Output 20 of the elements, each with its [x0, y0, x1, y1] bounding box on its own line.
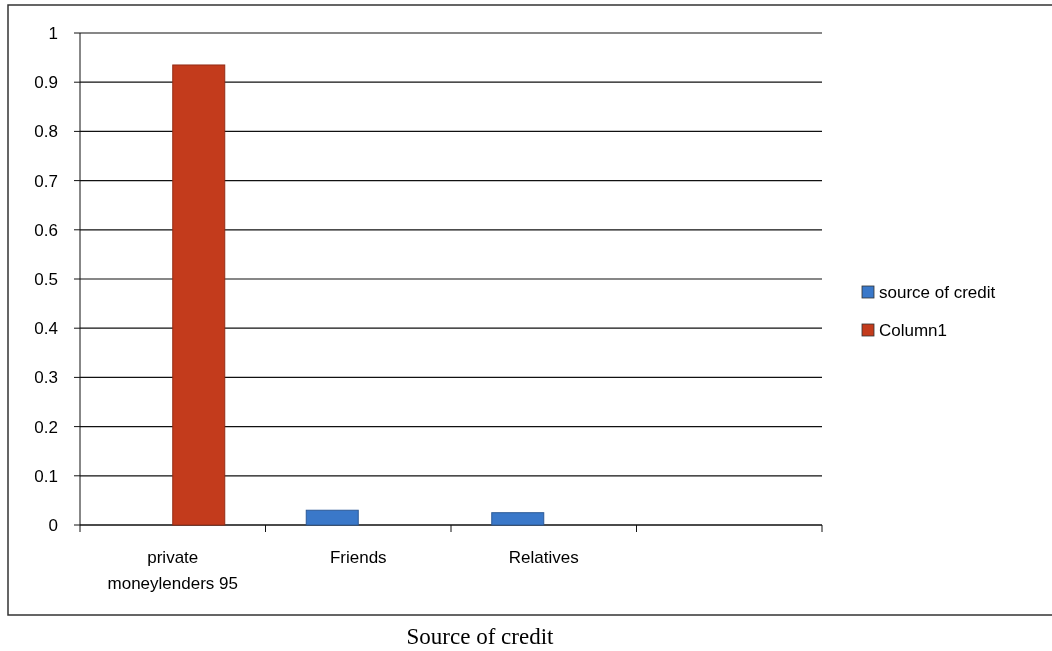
y-tick-label: 0.9: [34, 73, 58, 93]
y-tick-label: 0.7: [34, 171, 58, 191]
y-tick-label: 0.6: [34, 220, 58, 240]
y-tick-label: 0.1: [34, 466, 58, 486]
y-tick-label: 0.8: [34, 122, 58, 142]
y-tick-label: 0.3: [34, 368, 58, 388]
x-tick-label: Relatives: [508, 548, 579, 567]
bar: [172, 64, 226, 526]
legend-label: source of credit: [879, 282, 996, 302]
y-tick-label: 0.2: [34, 417, 58, 437]
y-tick-label: 0: [48, 515, 58, 535]
y-tick-label: 0.4: [34, 319, 58, 339]
bar: [305, 509, 359, 526]
y-tick-label: 0.5: [34, 269, 58, 289]
bar: [491, 512, 545, 526]
legend-label: Column1: [879, 320, 948, 340]
x-tick-label: private moneylenders 95: [107, 548, 238, 593]
x-tick-label: Friends: [329, 548, 387, 567]
x-axis-title: Source of credit: [406, 624, 555, 649]
y-tick-label: 1: [48, 23, 58, 43]
